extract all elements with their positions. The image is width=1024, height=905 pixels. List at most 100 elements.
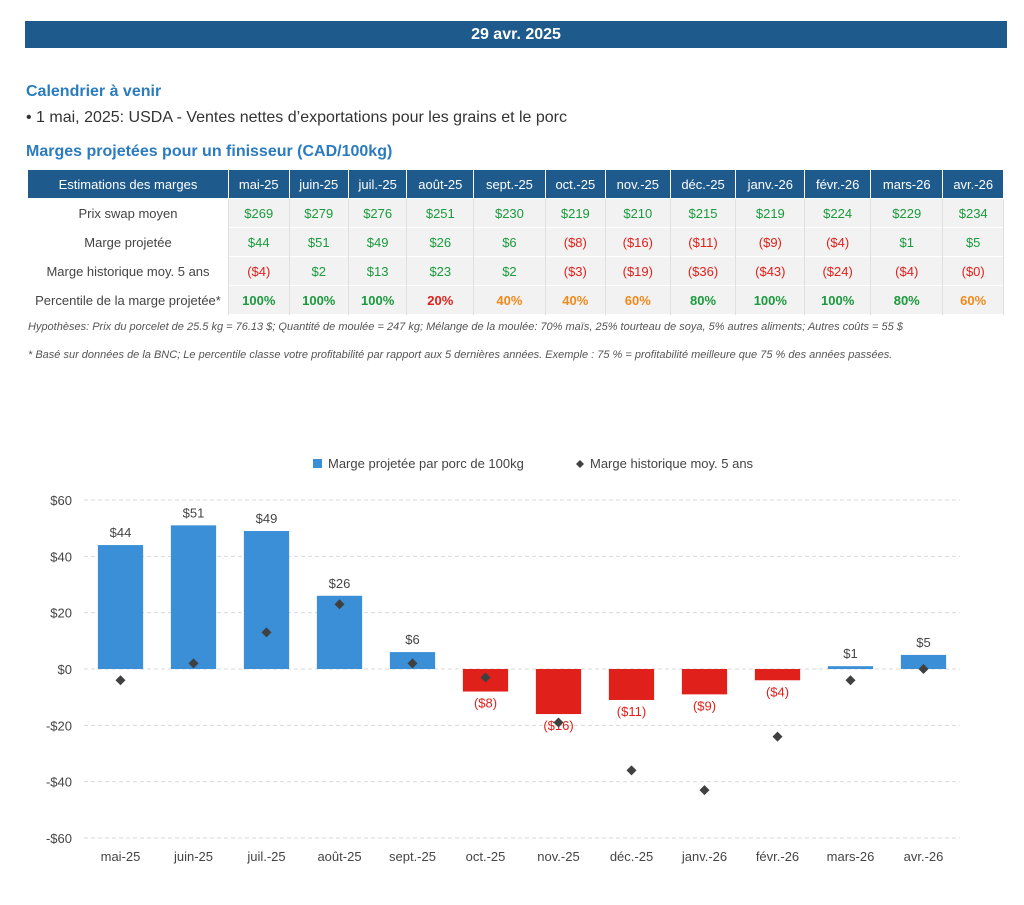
bar <box>243 530 290 669</box>
x-tick-label: juin-25 <box>173 849 213 864</box>
percentile-note: * Basé sur données de la BNC; Le percent… <box>28 349 893 361</box>
table-cell: 60% <box>942 285 1004 315</box>
table-cell: $269 <box>228 198 290 228</box>
marker-point <box>772 731 783 742</box>
table-cell: $230 <box>473 198 546 228</box>
month-header: juin-25 <box>289 170 349 199</box>
marker-point <box>845 675 856 686</box>
bar <box>97 545 144 669</box>
x-tick-label: avr.-26 <box>904 849 944 864</box>
table-cell: $51 <box>289 227 349 257</box>
marker-point <box>407 658 418 669</box>
bar <box>535 669 582 715</box>
table-cell: $210 <box>605 198 671 228</box>
month-header: juil.-25 <box>348 170 408 199</box>
row-label: Marge historique moy. 5 ans <box>28 256 229 286</box>
data-label: $49 <box>256 511 278 526</box>
x-tick-label: juil.-25 <box>246 849 285 864</box>
table-cell: ($0) <box>942 256 1004 286</box>
x-tick-label: mars-26 <box>827 849 875 864</box>
margins-table-header: Estimations des marges mai-25 juin-25 juil… <box>28 170 1004 199</box>
header-label: Estimations des marges <box>28 170 229 199</box>
marker-point <box>626 765 637 776</box>
legend-marker-swatch <box>576 460 584 468</box>
month-header: janv.-26 <box>735 170 806 199</box>
data-label: ($4) <box>766 684 789 699</box>
table-cell: 20% <box>406 285 475 315</box>
data-label: ($8) <box>474 696 497 711</box>
marker-point <box>115 675 126 686</box>
x-tick-label: oct.-25 <box>466 849 506 864</box>
table-cell: ($4) <box>804 227 872 257</box>
table-cell: 60% <box>605 285 671 315</box>
legend-label: Marge historique moy. 5 ans <box>590 456 754 471</box>
data-label: $6 <box>405 632 419 647</box>
hypotheses-note: Hypothèses: Prix du porcelet de 25.5 kg … <box>28 321 903 333</box>
table-row: Marge projetée $44 $51 $49 $26 $6 ($8) ($16) ($1… <box>28 227 1004 257</box>
table-cell: ($16) <box>605 227 671 257</box>
table-cell: ($43) <box>735 256 806 286</box>
margins-table: Estimations des marges mai-25 juin-25 juil… <box>28 170 1004 315</box>
bar <box>170 525 217 669</box>
table-cell: ($36) <box>670 256 737 286</box>
table-cell: $276 <box>348 198 408 228</box>
marker-point <box>261 627 272 638</box>
x-tick-label: août-25 <box>317 849 361 864</box>
table-cell: $5 <box>942 227 1004 257</box>
data-label: $1 <box>843 646 857 661</box>
table-cell: ($4) <box>228 256 290 286</box>
month-header: déc.-25 <box>670 170 737 199</box>
bar <box>608 669 655 700</box>
table-cell: 100% <box>228 285 290 315</box>
table-cell: ($24) <box>804 256 872 286</box>
table-cell: $234 <box>942 198 1004 228</box>
legend-label: Marge projetée par porc de 100kg <box>328 456 524 471</box>
table-cell: 100% <box>804 285 872 315</box>
calendar-title: Calendrier à venir <box>26 83 162 100</box>
table-cell: $44 <box>228 227 290 257</box>
y-tick-label: -$60 <box>46 831 72 846</box>
table-cell: $23 <box>406 256 475 286</box>
marker-point <box>699 785 710 796</box>
table-cell: $6 <box>473 227 546 257</box>
bar <box>681 669 728 695</box>
y-tick-label: -$40 <box>46 775 72 790</box>
table-cell: $49 <box>348 227 408 257</box>
row-label: Percentile de la marge projetée* <box>28 285 229 315</box>
table-cell: $215 <box>670 198 737 228</box>
date-banner: 29 avr. 2025 <box>25 21 1007 48</box>
margin-chart: $60 $40 $20 $0 -$20 -$40 -$60 $44 $51 $49 $26 $6 ($8… <box>46 456 960 864</box>
table-cell: ($11) <box>670 227 737 257</box>
y-tick-label: $20 <box>50 606 72 621</box>
calendar-event: • 1 mai, 2025: USDA - Ventes nettes d’ex… <box>26 109 568 126</box>
y-tick-label: $40 <box>50 549 72 564</box>
x-tick-label: nov.-25 <box>537 849 579 864</box>
y-tick-label: -$20 <box>46 718 72 733</box>
bar <box>827 666 874 669</box>
row-label: Marge projetée <box>28 227 229 257</box>
table-cell: $219 <box>735 198 806 228</box>
data-label: ($11) <box>617 704 646 719</box>
x-tick-label: déc.-25 <box>610 849 653 864</box>
table-row: Marge historique moy. 5 ans ($4) $2 $13 $23 $… <box>28 256 1004 286</box>
table-cell: $229 <box>870 198 944 228</box>
month-header: févr.-26 <box>804 170 872 199</box>
x-tick-label: mai-25 <box>101 849 141 864</box>
marker-point <box>918 664 929 674</box>
row-label: Prix swap moyen <box>28 198 229 228</box>
legend-bar-swatch <box>313 459 322 468</box>
table-cell: 100% <box>289 285 349 315</box>
table-row: Percentile de la marge projetée* 100% 100%… <box>28 285 1004 315</box>
y-tick-label: $0 <box>58 662 72 677</box>
table-cell: $2 <box>289 256 349 286</box>
month-header: mai-25 <box>228 170 290 199</box>
table-cell: 80% <box>870 285 944 315</box>
data-label: $5 <box>916 635 930 650</box>
table-cell: ($19) <box>605 256 671 286</box>
table-cell: 100% <box>348 285 408 315</box>
table-cell: $251 <box>406 198 475 228</box>
data-label: ($9) <box>693 698 716 713</box>
table-cell: 100% <box>735 285 806 315</box>
table-cell: 80% <box>670 285 737 315</box>
margins-table-body: Prix swap moyen $269 $279 $276 $251 $230 $219 $… <box>28 198 1004 315</box>
